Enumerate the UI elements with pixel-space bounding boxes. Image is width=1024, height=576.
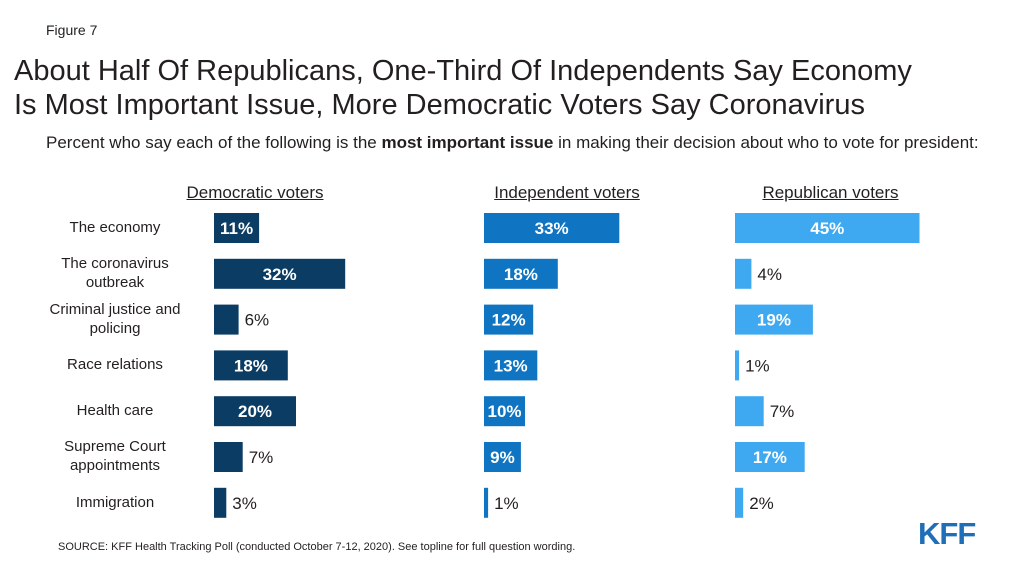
data-label-independent-supreme-court: 9% <box>490 448 515 467</box>
bar-republican-coronavirus <box>735 258 752 289</box>
bar-republican-criminal-justice <box>735 304 813 335</box>
bar-republican-economy <box>735 213 920 243</box>
bar-independent-immigration <box>484 487 489 518</box>
bar-democratic-race-relations <box>214 350 288 381</box>
subtitle-text-post: in making their decision about who to vo… <box>553 133 979 152</box>
kff-logo: KFF <box>918 516 976 551</box>
data-label-democratic-coronavirus: 32% <box>263 265 297 284</box>
panel-header-independent: Independent voters <box>494 183 640 202</box>
chart-title: About Half Of Republicans, One-Third Of … <box>14 54 1014 122</box>
bar-independent-race-relations <box>484 350 538 381</box>
panel-header-democratic: Democratic voters <box>186 183 324 202</box>
bar-democratic-health-care <box>214 396 296 427</box>
data-label-independent-economy: 33% <box>535 219 569 238</box>
data-label-republican-coronavirus: 4% <box>757 265 782 284</box>
bar-republican-health-care <box>735 396 764 427</box>
category-label-economy: The economy <box>69 218 161 236</box>
bar-democratic-immigration <box>214 487 227 518</box>
bar-republican-supreme-court <box>735 442 805 472</box>
data-label-democratic-immigration: 3% <box>232 494 257 513</box>
bar-independent-health-care <box>484 396 525 427</box>
data-label-democratic-criminal-justice: 6% <box>245 311 270 330</box>
category-label-supreme-court: Supreme Court appointments <box>64 438 166 474</box>
category-label-coronavirus: The coronavirus outbreak <box>61 255 169 291</box>
panel-header-republican: Republican voters <box>762 183 899 202</box>
data-label-independent-criminal-justice: 12% <box>492 311 526 330</box>
chart-title-line-1: About Half Of Republicans, One-Third Of … <box>14 55 912 87</box>
bar-democratic-supreme-court <box>214 442 243 472</box>
bar-independent-coronavirus <box>484 258 558 289</box>
data-label-republican-immigration: 2% <box>749 494 774 513</box>
data-label-democratic-economy: 11% <box>220 219 253 238</box>
data-label-independent-health-care: 10% <box>487 402 521 421</box>
bar-democratic-coronavirus <box>214 258 346 289</box>
category-label-criminal-justice: Criminal justice and policing <box>49 301 181 337</box>
bar-democratic-economy <box>214 213 260 243</box>
category-label-health-care: Health care <box>76 401 154 419</box>
data-label-independent-race-relations: 13% <box>494 356 528 375</box>
data-label-independent-coronavirus: 18% <box>504 265 538 284</box>
data-label-democratic-race-relations: 18% <box>234 356 268 375</box>
category-label-immigration: Immigration <box>75 493 155 511</box>
bar-independent-economy <box>484 213 620 243</box>
figure-label: Figure 7 <box>46 22 98 38</box>
bar-republican-immigration <box>735 487 744 518</box>
data-label-republican-economy: 45% <box>810 219 844 238</box>
data-label-republican-race-relations: 1% <box>745 356 770 375</box>
source-note: SOURCE: KFF Health Tracking Poll (conduc… <box>58 541 576 553</box>
subtitle-text-pre: Percent who say each of the following is… <box>46 133 382 152</box>
bar-independent-criminal-justice <box>484 304 534 335</box>
data-label-republican-supreme-court: 17% <box>753 448 787 467</box>
data-label-republican-criminal-justice: 19% <box>757 311 791 330</box>
bar-republican-race-relations <box>735 350 740 381</box>
chart-title-line-2: Is Most Important Issue, More Democratic… <box>14 89 865 121</box>
data-label-democratic-health-care: 20% <box>238 402 272 421</box>
bar-democratic-criminal-justice <box>214 304 239 335</box>
data-label-republican-health-care: 7% <box>770 402 795 421</box>
subtitle-text-bold: most important issue <box>381 133 554 152</box>
bar-independent-supreme-court <box>484 442 521 472</box>
category-label-race-relations: Race relations <box>67 355 163 373</box>
chart-subtitle: Percent who say each of the following is… <box>46 133 1006 153</box>
data-label-democratic-supreme-court: 7% <box>249 448 274 467</box>
data-label-independent-immigration: 1% <box>494 494 519 513</box>
